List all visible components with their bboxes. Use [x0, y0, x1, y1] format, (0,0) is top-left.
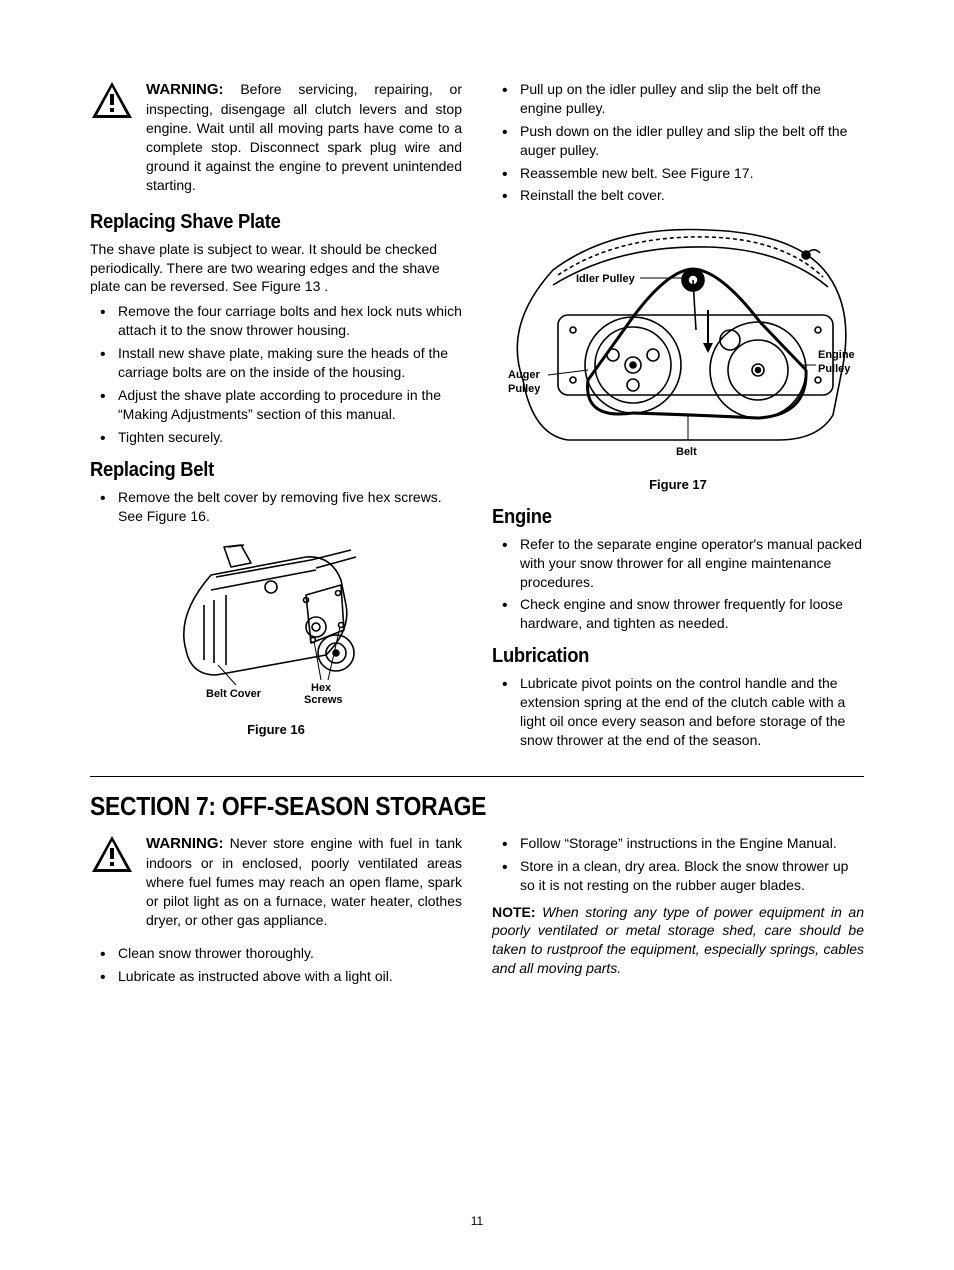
list-item: Clean snow thrower thoroughly.	[118, 944, 462, 963]
engine-bullets: Refer to the separate engine operator's …	[492, 535, 864, 633]
figure-17-caption: Figure 17	[492, 476, 864, 494]
note-label: NOTE:	[492, 904, 536, 920]
fig17-label-auger2: Pulley	[508, 383, 541, 395]
figure-17-svg: Idler Pulley Auger Pulley Engine Pulley …	[498, 215, 858, 465]
list-item: Lubricate as instructed above with a lig…	[118, 967, 462, 986]
warning-block-1: WARNING: Before servicing, repairing, or…	[90, 80, 462, 195]
fig17-label-belt: Belt	[676, 446, 697, 458]
shave-plate-bullets: Remove the four carriage bolts and hex l…	[90, 302, 462, 446]
list-item: Adjust the shave plate according to proc…	[118, 386, 462, 424]
list-item: Pull up on the idler pulley and slip the…	[520, 80, 864, 118]
list-item: Lubricate pivot points on the control ha…	[520, 674, 864, 750]
list-item: Check engine and snow thrower frequently…	[520, 595, 864, 633]
section-rule	[90, 776, 864, 777]
fig17-label-engine2: Pulley	[818, 363, 851, 375]
list-item: Push down on the idler pulley and slip t…	[520, 122, 864, 160]
heading-lubrication: Lubrication	[492, 643, 834, 670]
lubrication-bullets: Lubricate pivot points on the control ha…	[492, 674, 864, 750]
warning-2-label: WARNING:	[146, 835, 224, 852]
fig17-label-engine1: Engine	[818, 349, 855, 361]
figure-16-svg: Belt Cover Hex Screws	[156, 535, 396, 710]
storage-left-bullets: Clean snow thrower thoroughly. Lubricate…	[90, 944, 462, 986]
page-number: 11	[90, 1213, 864, 1229]
fig16-label-screws: Screws	[304, 694, 343, 706]
warning-icon	[90, 834, 134, 874]
list-item: Reassemble new belt. See Figure 17.	[520, 164, 864, 183]
list-item: Store in a clean, dry area. Block the sn…	[520, 857, 864, 895]
list-item: Reinstall the belt cover.	[520, 186, 864, 205]
replacing-belt-bullets: Remove the belt cover by removing five h…	[90, 488, 462, 526]
storage-right-bullets: Follow “Storage” instructions in the Eng…	[492, 834, 864, 895]
top-columns: WARNING: Before servicing, repairing, or…	[90, 80, 864, 758]
section-7-title: Section 7: Off-Season Storage	[90, 789, 771, 824]
warning-2-text: WARNING: Never store engine with fuel in…	[146, 834, 462, 930]
figure-17: Idler Pulley Auger Pulley Engine Pulley …	[492, 215, 864, 493]
fig17-label-idler: Idler Pulley	[576, 273, 636, 285]
list-item: Tighten securely.	[118, 428, 462, 447]
shave-plate-intro: The shave plate is subject to wear. It s…	[90, 240, 462, 297]
warning-icon	[90, 80, 134, 120]
fig17-label-auger1: Auger	[508, 369, 541, 381]
fig16-label-belt-cover: Belt Cover	[206, 688, 262, 700]
figure-16-caption: Figure 16	[90, 721, 462, 739]
list-item: Follow “Storage” instructions in the Eng…	[520, 834, 864, 853]
warning-block-2: WARNING: Never store engine with fuel in…	[90, 834, 462, 930]
heading-replacing-belt: Replacing Belt	[90, 457, 432, 484]
right-column: Pull up on the idler pulley and slip the…	[492, 80, 864, 758]
bottom-right-column: Follow “Storage” instructions in the Eng…	[492, 834, 864, 994]
list-item: Remove the four carriage bolts and hex l…	[118, 302, 462, 340]
heading-shave-plate: Replacing Shave Plate	[90, 209, 432, 236]
bottom-columns: WARNING: Never store engine with fuel in…	[90, 834, 864, 994]
storage-note: NOTE: When storing any type of power equ…	[492, 903, 864, 979]
list-item: Remove the belt cover by removing five h…	[118, 488, 462, 526]
heading-engine: Engine	[492, 504, 834, 531]
list-item: Install new shave plate, making sure the…	[118, 344, 462, 382]
note-body: When storing any type of power equipment…	[492, 904, 864, 977]
bottom-left-column: WARNING: Never store engine with fuel in…	[90, 834, 462, 994]
warning-1-label: WARNING:	[146, 81, 224, 98]
warning-1-text: WARNING: Before servicing, repairing, or…	[146, 80, 462, 195]
fig16-label-hex: Hex	[311, 682, 332, 694]
left-column: WARNING: Before servicing, repairing, or…	[90, 80, 462, 758]
right-top-bullets: Pull up on the idler pulley and slip the…	[492, 80, 864, 205]
list-item: Refer to the separate engine operator's …	[520, 535, 864, 592]
figure-16: Belt Cover Hex Screws Figure 16	[90, 535, 462, 738]
